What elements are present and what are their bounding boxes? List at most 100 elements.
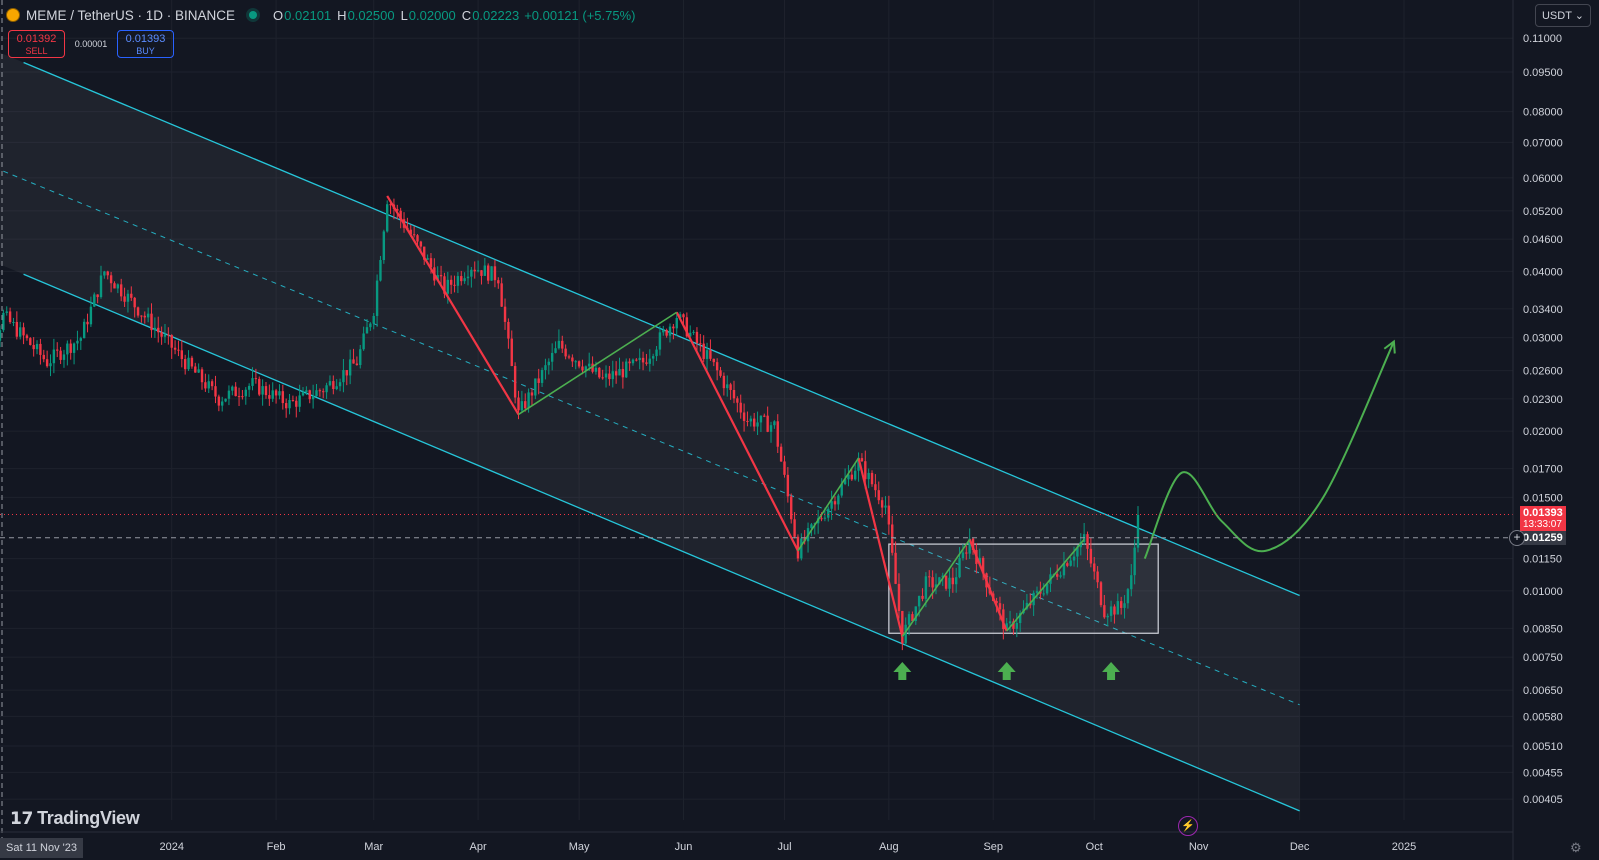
candle-body xyxy=(736,398,739,403)
price-tick-label: 0.04600 xyxy=(1523,234,1563,246)
candle-body xyxy=(857,458,860,471)
candle-body xyxy=(284,403,288,409)
up-arrow-marker xyxy=(1102,662,1121,680)
candle-body xyxy=(783,461,786,475)
candle-body xyxy=(190,357,194,367)
candle-body xyxy=(385,204,389,232)
lightning-icon[interactable]: ⚡ xyxy=(1178,816,1198,836)
candle-body xyxy=(544,365,547,371)
candle-body xyxy=(534,378,537,396)
candle-body xyxy=(773,421,776,426)
symbol-title[interactable]: MEME / TetherUS · 1D · BINANCE xyxy=(26,7,236,23)
crosshair-date-label: Sat 11 Nov '23 xyxy=(0,838,83,858)
candle-body xyxy=(917,595,921,607)
candle-body xyxy=(668,326,672,336)
open-value: 0.02101 xyxy=(284,7,332,23)
time-tick-label: Oct xyxy=(1086,841,1103,853)
candle-body xyxy=(241,396,244,398)
candle-body xyxy=(416,235,419,242)
impulse-down-line xyxy=(386,195,520,416)
close-value: 0.02223 xyxy=(472,7,520,23)
candle-body xyxy=(146,313,150,318)
candle-body xyxy=(500,283,503,307)
candle-body xyxy=(571,357,574,362)
candle-body xyxy=(237,396,241,398)
candle-body xyxy=(611,371,614,380)
candle-body xyxy=(779,446,783,462)
candle-body xyxy=(1005,623,1008,630)
candle-body xyxy=(901,610,904,644)
candle-body xyxy=(894,552,897,584)
low-value: 0.02000 xyxy=(408,7,456,23)
candle-body xyxy=(389,204,392,206)
price-tick-label: 0.01000 xyxy=(1523,586,1563,598)
candle-body xyxy=(335,386,338,390)
buy-button[interactable]: 0.01393 BUY xyxy=(117,30,174,58)
candle-body xyxy=(860,458,864,462)
up-arrow-marker xyxy=(893,662,912,680)
candle-body xyxy=(288,400,291,409)
channel-mid-line xyxy=(0,169,1300,706)
candle-body xyxy=(348,359,352,376)
impulse-down-line xyxy=(968,539,1008,632)
candle-body xyxy=(719,370,722,376)
price-tick-label: 0.01700 xyxy=(1523,464,1563,476)
candle-body xyxy=(631,359,635,364)
candle-body xyxy=(877,490,880,501)
candle-body xyxy=(827,508,830,518)
projection-arrowhead xyxy=(1383,339,1396,354)
candle-body xyxy=(641,357,645,363)
settings-icon[interactable]: ⚙ xyxy=(1570,840,1582,855)
candle-body xyxy=(540,370,544,383)
candle-body xyxy=(998,603,1002,610)
candle-body xyxy=(695,331,699,344)
plus-circle-icon[interactable]: + xyxy=(1509,529,1525,546)
candle-body xyxy=(954,577,958,585)
trade-panel: 0.01392 SELL 0.00001 0.01393 BUY xyxy=(8,30,174,58)
candle-body xyxy=(338,382,342,387)
candle-body xyxy=(160,332,163,337)
candle-body xyxy=(527,392,530,409)
tradingview-logo[interactable]: 𝟭𝟳 TradingView xyxy=(10,808,140,829)
candle-body xyxy=(25,335,29,339)
high-label: H xyxy=(337,7,347,23)
candle-body xyxy=(254,378,258,380)
currency-selector[interactable]: USDT ⌄ xyxy=(1534,4,1591,27)
price-tick-label: 0.02300 xyxy=(1523,394,1563,406)
candle-body xyxy=(52,349,56,364)
price-tick-label: 0.00650 xyxy=(1523,685,1563,697)
candle-body xyxy=(625,361,628,378)
open-label: O xyxy=(273,7,284,23)
candle-body xyxy=(840,484,843,496)
candle-body xyxy=(904,624,907,644)
time-tick-label: Jul xyxy=(777,841,791,853)
candle-body xyxy=(530,392,534,396)
candle-body xyxy=(712,358,715,363)
candle-body xyxy=(870,472,874,485)
candle-body xyxy=(150,313,153,331)
candle-body xyxy=(281,391,285,404)
candle-body xyxy=(749,418,753,422)
candle-body xyxy=(493,266,497,281)
candle-body xyxy=(931,577,934,588)
crosshair-price-label: 0.01259 xyxy=(1520,530,1566,545)
candle-body xyxy=(810,524,813,529)
candle-body xyxy=(342,370,345,383)
candle-body xyxy=(850,474,854,480)
candle-body xyxy=(133,297,136,308)
candle-body xyxy=(231,386,234,391)
impulse-up-line xyxy=(901,538,971,638)
candle-body xyxy=(301,392,305,396)
candle-body xyxy=(22,327,25,336)
candle-body xyxy=(486,265,490,281)
sell-button[interactable]: 0.01392 SELL xyxy=(8,30,65,58)
candle-body xyxy=(322,391,325,393)
candle-body xyxy=(961,552,965,559)
price-tick-label: 0.00850 xyxy=(1523,623,1563,635)
candle-body xyxy=(466,276,470,279)
price-tick-label: 0.03400 xyxy=(1523,304,1563,316)
candle-body xyxy=(82,321,86,339)
candle-body xyxy=(978,557,981,564)
candle-body xyxy=(362,333,365,350)
